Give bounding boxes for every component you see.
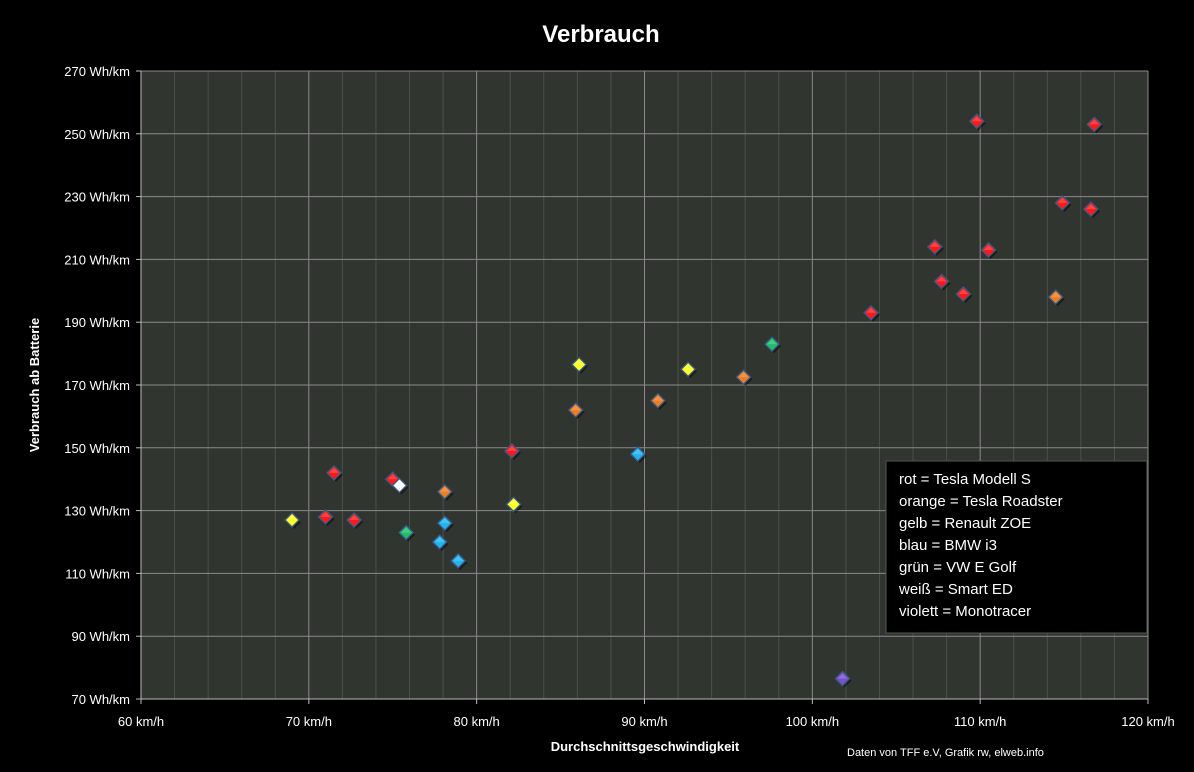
x-tick-label: 120 km/h xyxy=(1121,714,1174,729)
legend-entry: grün = VW E Golf xyxy=(899,559,1017,576)
data-point xyxy=(650,392,667,410)
x-tick-label: 110 km/h xyxy=(954,714,1007,729)
data-point xyxy=(567,402,585,420)
y-tick-labels: 70 Wh/km 90 Wh/km 110 Wh/km 130 Wh/km 150 Wh… xyxy=(64,64,130,707)
x-tick-label: 90 km/h xyxy=(621,714,667,729)
data-point xyxy=(450,552,468,570)
y-tick-label: 230 Wh/km xyxy=(64,190,130,205)
legend-entry: gelb = Renault ZOE xyxy=(899,515,1031,532)
y-tick-label: 170 Wh/km xyxy=(64,378,130,393)
axes xyxy=(136,70,1149,704)
data-point xyxy=(571,356,589,374)
legend-entry: blau = BMW i3 xyxy=(899,537,997,554)
x-tick-label: 60 km/h xyxy=(118,714,164,729)
data-point xyxy=(1083,201,1100,219)
legend-entry: rot = Tesla Modell S xyxy=(899,471,1031,488)
y-axis-title: Verbrauch ab Batterie xyxy=(27,318,42,452)
legend-box xyxy=(885,460,1148,634)
data-point xyxy=(933,273,951,291)
data-point xyxy=(1054,194,1072,212)
y-tick-label: 150 Wh/km xyxy=(64,441,130,456)
y-tick-label: 90 Wh/km xyxy=(71,629,130,644)
data-point xyxy=(391,477,409,495)
data-point xyxy=(680,361,698,379)
y-tick-label: 70 Wh/km xyxy=(71,692,130,707)
data-point xyxy=(1047,289,1065,307)
data-point xyxy=(926,238,944,256)
chart-title: Verbrauch xyxy=(542,21,659,48)
y-tick-label: 190 Wh/km xyxy=(64,315,130,330)
data-point xyxy=(980,242,998,259)
data-points xyxy=(284,113,1104,688)
legend-entry: weiß = Smart ED xyxy=(898,581,1013,598)
data-point xyxy=(863,304,881,322)
x-axis-title: Durchschnittsgeschwindigkeit xyxy=(551,739,740,754)
credit-text: Daten von TFF e.V, Grafik rw, elweb.info xyxy=(847,747,1044,759)
data-point xyxy=(629,446,647,464)
data-point xyxy=(431,534,449,551)
data-point xyxy=(968,113,986,131)
y-tick-label: 210 Wh/km xyxy=(64,252,130,267)
y-tick-label: 270 Wh/km xyxy=(64,64,130,79)
data-point xyxy=(1086,116,1104,134)
y-tick-label: 250 Wh/km xyxy=(64,127,130,142)
y-tick-label: 110 Wh/km xyxy=(65,566,130,581)
data-point xyxy=(398,524,416,542)
data-point xyxy=(436,515,454,533)
data-point xyxy=(284,512,302,530)
data-point xyxy=(735,369,753,387)
y-tick-label: 130 Wh/km xyxy=(64,504,130,519)
data-point xyxy=(955,286,973,303)
data-point xyxy=(326,465,344,482)
legend-entry: orange = Tesla Roadster xyxy=(899,493,1063,510)
x-tick-label: 100 km/h xyxy=(786,714,839,729)
data-point xyxy=(503,443,521,460)
data-point xyxy=(346,512,364,530)
x-tick-labels: 60 km/h 70 km/h 80 km/h 90 km/h 100 km/h 110 … xyxy=(118,714,1175,729)
data-point xyxy=(834,670,852,688)
x-tick-label: 80 km/h xyxy=(454,714,500,729)
data-point xyxy=(764,336,782,354)
legend: rot = Tesla Modell S orange = Tesla Roads… xyxy=(885,460,1148,634)
data-point xyxy=(317,508,335,526)
data-point xyxy=(436,483,454,501)
data-point xyxy=(505,496,523,514)
legend-entry: violett = Monotracer xyxy=(899,603,1031,620)
x-tick-label: 70 km/h xyxy=(286,714,332,729)
